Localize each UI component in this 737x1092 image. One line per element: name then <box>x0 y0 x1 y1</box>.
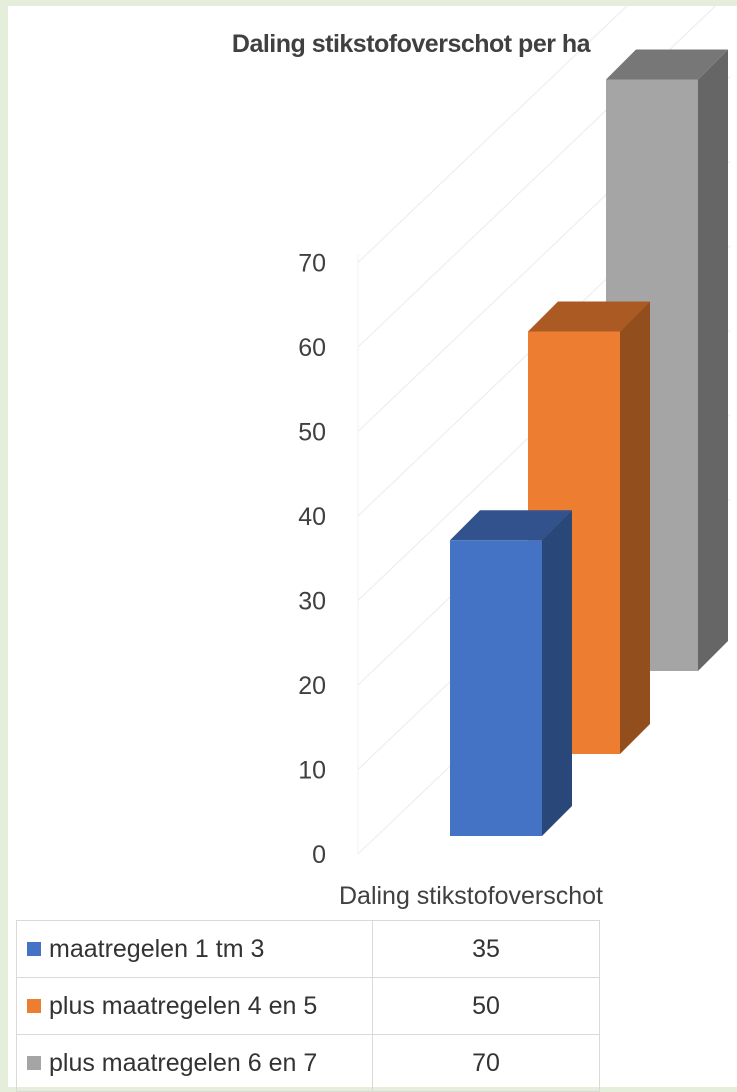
bar-1 <box>450 510 572 836</box>
bar-top <box>606 49 728 80</box>
y-tick-label: 50 <box>298 419 326 447</box>
y-tick-label: 10 <box>298 757 326 785</box>
bar-front <box>450 540 542 836</box>
y-tick-label: 70 <box>298 250 326 278</box>
series-value: 70 <box>372 1034 600 1092</box>
legend-swatch <box>27 998 41 1013</box>
series-value: 50 <box>372 977 600 1035</box>
y-tick-label: 30 <box>298 588 326 616</box>
series-value: 35 <box>372 920 600 978</box>
chart-title: Daling stikstofoverschot per ha <box>232 30 592 58</box>
series-name-cell: plus maatregelen 4 en 5 <box>16 977 373 1035</box>
y-tick-label: 0 <box>312 841 326 869</box>
series-name-cell: plus maatregelen 6 en 7 <box>16 1034 373 1092</box>
gridline <box>357 6 628 263</box>
table-row: plus maatregelen 6 en 7 70 <box>16 1034 600 1092</box>
series-name: plus maatregelen 6 en 7 <box>49 1048 318 1077</box>
y-tick-label: 60 <box>298 334 326 362</box>
bar-top <box>450 510 572 541</box>
table-row: maatregelen 1 tm 3 35 <box>16 920 600 978</box>
bar-side <box>542 510 572 836</box>
series-name: plus maatregelen 4 en 5 <box>49 991 318 1020</box>
category-label: Daling stikstofoverschot <box>339 882 603 910</box>
bar-side <box>620 301 650 754</box>
y-tick-label: 40 <box>298 503 326 531</box>
legend-swatch <box>27 941 41 956</box>
bar-chart-3d: 0 10 20 30 40 50 60 70 Daling stikstofoverschot… <box>232 6 731 910</box>
data-table: maatregelen 1 tm 3 35 plus maatregelen 4 e… <box>16 920 600 1092</box>
bar-top <box>528 301 650 332</box>
y-axis-ticks: 0 10 20 30 40 50 60 70 <box>298 250 326 870</box>
bars <box>450 49 728 836</box>
series-name-cell: maatregelen 1 tm 3 <box>16 920 373 978</box>
y-tick-label: 20 <box>298 672 326 700</box>
chart-frame: 0 10 20 30 40 50 60 70 Daling stikstofoverschot… <box>8 6 737 1092</box>
legend-swatch <box>27 1055 41 1070</box>
series-name: maatregelen 1 tm 3 <box>49 934 265 963</box>
bar-side <box>698 49 728 671</box>
table-row: plus maatregelen 4 en 5 50 <box>16 977 600 1035</box>
